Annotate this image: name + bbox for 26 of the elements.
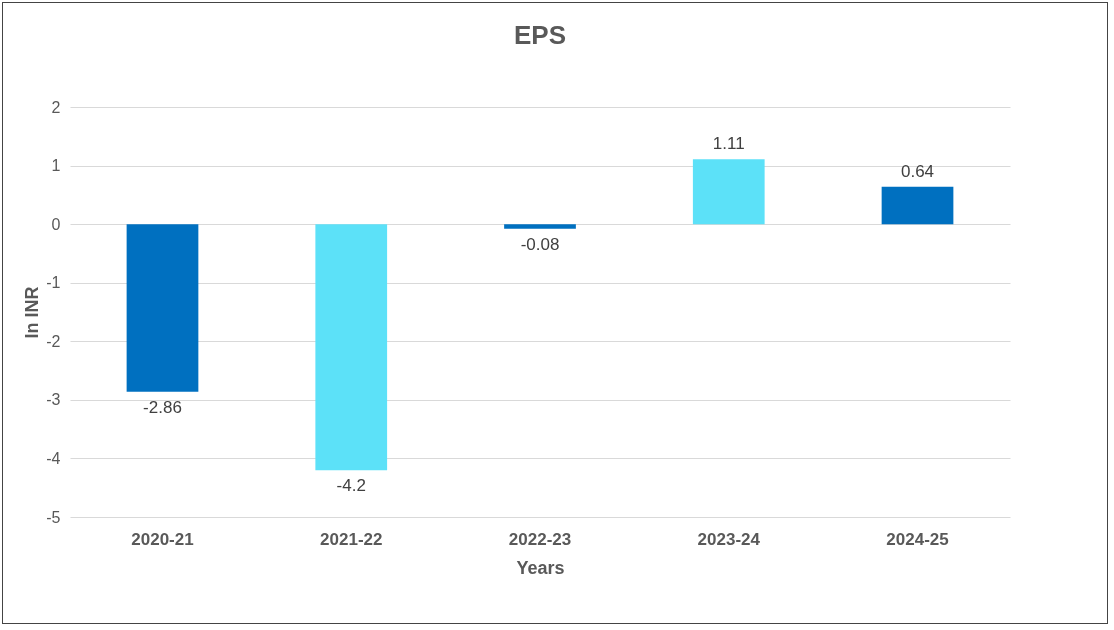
bar bbox=[881, 186, 954, 225]
y-tick-label: -4 bbox=[46, 449, 61, 467]
data-label: -0.08 bbox=[520, 234, 560, 254]
y-tick-label: -5 bbox=[46, 508, 61, 526]
bar bbox=[504, 224, 576, 229]
x-tick-label: 2023-24 bbox=[697, 529, 761, 549]
data-label: 0.64 bbox=[900, 161, 935, 181]
y-tick-label: 1 bbox=[51, 157, 61, 175]
y-axis-title: In INR bbox=[22, 286, 43, 339]
y-tick-label: -1 bbox=[46, 274, 61, 292]
data-label: -2.86 bbox=[143, 397, 182, 417]
x-axis-title: Years bbox=[516, 557, 565, 578]
bar bbox=[126, 224, 199, 392]
x-tick-label: 2021-22 bbox=[320, 529, 383, 549]
y-tick-label: 2 bbox=[51, 98, 61, 116]
x-tick-label: 2020-21 bbox=[131, 529, 194, 549]
data-label: -4.2 bbox=[336, 476, 366, 496]
chart-title: EPS bbox=[513, 20, 567, 50]
y-tick-label: -3 bbox=[46, 391, 61, 409]
data-label: 1.11 bbox=[712, 134, 745, 154]
y-tick-label: 0 bbox=[51, 215, 61, 233]
x-tick-label: 2024-25 bbox=[886, 529, 949, 549]
bar bbox=[315, 224, 388, 471]
x-tick-label: 2022-23 bbox=[508, 529, 572, 549]
bar bbox=[692, 159, 765, 225]
y-tick-label: -2 bbox=[46, 332, 61, 350]
